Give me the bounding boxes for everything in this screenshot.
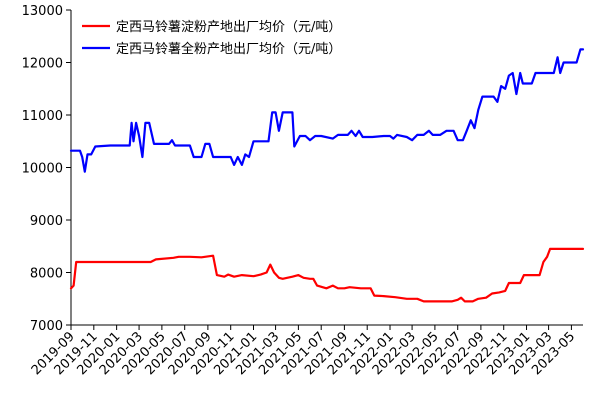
series-line-1 bbox=[69, 247, 585, 303]
legend-label-1: 定西马铃薯淀粉产地出厂均价（元/吨） bbox=[116, 20, 341, 35]
y-axis-ticks: 7000 8000 9000 10000 11000 12000 13000 bbox=[22, 4, 71, 334]
y-tick-label: 8000 bbox=[30, 267, 63, 282]
y-tick-label: 9000 bbox=[30, 214, 63, 229]
series-line-2 bbox=[69, 48, 585, 173]
y-tick-label: 7000 bbox=[30, 319, 63, 334]
legend: 定西马铃薯淀粉产地出厂均价（元/吨） 定西马铃薯全粉产地出厂均价（元/吨） bbox=[82, 20, 341, 57]
legend-label-2: 定西马铃薯全粉产地出厂均价（元/吨） bbox=[116, 41, 341, 57]
y-tick-label: 12000 bbox=[22, 57, 63, 72]
axes bbox=[70, 10, 583, 326]
x-axis-ticks: 2019-092019-112020-012020-032020-052020-… bbox=[29, 325, 578, 378]
y-tick-label: 11000 bbox=[22, 109, 63, 124]
series-layer bbox=[69, 48, 585, 303]
y-tick-label: 13000 bbox=[22, 4, 63, 19]
y-tick-label: 10000 bbox=[22, 162, 63, 177]
